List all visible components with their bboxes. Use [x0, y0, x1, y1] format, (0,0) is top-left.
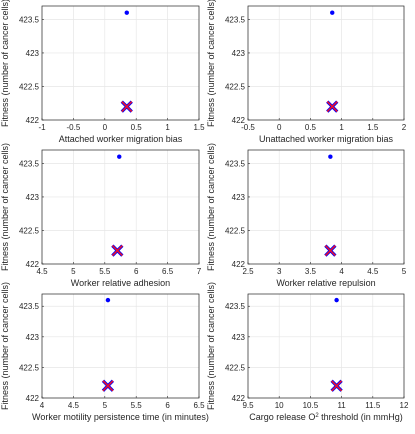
x-tick-label: 4.5 — [367, 267, 379, 276]
x-tick-label: 6.5 — [162, 267, 174, 276]
y-tick-label: 422.5 — [225, 363, 246, 372]
x-tick-label: -0.5 — [241, 123, 255, 132]
x-tick-label: 4 — [40, 401, 45, 410]
y-tick-label: 423 — [232, 333, 246, 342]
y-tick-label: 423 — [26, 193, 40, 202]
axes-frame — [247, 5, 405, 121]
x-tick-label: 1.5 — [367, 123, 379, 132]
y-axis-label: Fitness (number of cancer cells) — [0, 282, 10, 410]
y-tick-label: 423.5 — [225, 302, 246, 311]
y-tick-label: 423 — [232, 49, 246, 58]
y-axis-label: Fitness (number of cancer cells) — [206, 143, 216, 271]
y-tick-label: 423.5 — [225, 15, 246, 24]
x-tick-label: 4.5 — [68, 401, 80, 410]
x-tick-label: 5.5 — [131, 401, 143, 410]
x-tick-label: -1 — [38, 123, 46, 132]
y-tick-label: 422.5 — [19, 363, 40, 372]
x-tick-label: 6.5 — [193, 401, 205, 410]
y-tick-label: 422.5 — [225, 226, 246, 235]
y-tick-label: 423.5 — [19, 15, 40, 24]
panel-5: 4 4.5 5 5.5 6 6.5 422 422.5 423 423.5 Worker motil… — [0, 282, 209, 422]
x-axis-label: Cargo release O2 threshold (in mmHg) — [249, 412, 402, 422]
axes-frame — [41, 293, 200, 399]
y-tick-label: 422 — [26, 116, 40, 125]
y-tick-label: 423 — [232, 193, 246, 202]
y-tick-label: 423 — [26, 49, 40, 58]
data-point-dot — [330, 10, 335, 15]
data-point-dot — [117, 154, 122, 159]
y-axis-label: Fitness (number of cancer cells) — [206, 0, 216, 127]
axes-frame — [41, 5, 200, 121]
x-tick-label: 2 — [402, 123, 407, 132]
y-axis-label: Fitness (number of cancer cells) — [206, 282, 216, 410]
x-tick-label: 10.5 — [303, 401, 319, 410]
y-axis-label: Fitness (number of cancer cells) — [0, 0, 10, 127]
x-tick-label: 1 — [339, 123, 344, 132]
x-tick-label: 3.5 — [305, 267, 317, 276]
axes-frame — [41, 149, 200, 265]
x-tick-label: 0.5 — [305, 123, 317, 132]
y-tick-label: 423.5 — [19, 302, 40, 311]
y-tick-label: 422.5 — [225, 82, 246, 91]
x-tick-label: -0.5 — [67, 123, 81, 132]
y-tick-label: 422 — [232, 260, 246, 269]
axes-frame — [247, 149, 405, 265]
x-tick-label: 3 — [277, 267, 282, 276]
x-axis-label: Attached worker migration bias — [59, 134, 183, 144]
y-axis-label: Fitness (number of cancer cells) — [0, 143, 10, 271]
data-point-dot — [334, 297, 339, 303]
y-tick-label: 422 — [26, 394, 40, 403]
x-tick-label: 5.5 — [99, 267, 111, 276]
panel-3: 4.5 5 5.5 6 6.5 7 422 422.5 423 423.5 Worker relat… — [0, 143, 202, 288]
x-tick-label: 7 — [197, 267, 202, 276]
x-tick-label: 0.5 — [131, 123, 143, 132]
x-tick-label: 1 — [165, 123, 170, 132]
x-tick-label: 6 — [165, 401, 170, 410]
panel-2: -0.5 0 0.5 1 1.5 2 422 422.5 423 423.5 Unattached … — [206, 0, 407, 144]
data-point-x-marker — [326, 100, 339, 113]
data-point-x-marker — [324, 244, 337, 257]
y-tick-label: 423.5 — [19, 159, 40, 168]
data-point-x-marker — [101, 379, 115, 392]
x-axis-label: Worker motility persistence time (in min… — [32, 412, 209, 422]
data-point-dot — [328, 154, 333, 159]
x-tick-label: 0 — [103, 123, 108, 132]
panel-1: -1 -0.5 0 0.5 1 1.5 422 422.5 423 423.5 Attached w… — [0, 0, 205, 144]
x-tick-label: 6 — [134, 267, 139, 276]
y-tick-label: 422.5 — [19, 226, 40, 235]
y-tick-label: 422 — [232, 394, 246, 403]
y-tick-label: 422 — [232, 116, 246, 125]
x-tick-label: 11 — [337, 401, 346, 410]
x-tick-label: 0 — [277, 123, 282, 132]
x-tick-label: 5 — [402, 267, 407, 276]
data-point-x-marker — [330, 379, 343, 392]
data-point-x-marker — [120, 100, 133, 113]
panel-4: 2.5 3 3.5 4 4.5 5 422 422.5 423 423.5 Worker relat… — [206, 143, 407, 288]
panel-6: 9.5 10 10.5 11 11.5 12 422 422.5 423 423.5 Cargo r… — [206, 282, 409, 422]
x-tick-label: 4.5 — [36, 267, 48, 276]
x-tick-label: 12 — [400, 401, 409, 410]
data-point-x-marker — [111, 244, 124, 257]
y-tick-label: 423.5 — [225, 159, 246, 168]
x-tick-label: 4 — [339, 267, 344, 276]
data-point-dot — [124, 10, 129, 15]
x-tick-label: 1.5 — [193, 123, 205, 132]
y-tick-label: 422.5 — [19, 82, 40, 91]
x-axis-label: Worker relative adhesion — [71, 278, 170, 288]
x-tick-label: 5 — [71, 267, 76, 276]
axes-frame — [247, 293, 405, 399]
x-tick-label: 11.5 — [365, 401, 381, 410]
y-tick-label: 423 — [26, 333, 40, 342]
x-tick-label: 2.5 — [242, 267, 254, 276]
data-point-dot — [105, 297, 111, 303]
y-tick-label: 422 — [26, 260, 40, 269]
x-tick-label: 10 — [275, 401, 284, 410]
x-tick-label: 5 — [103, 401, 108, 410]
x-tick-label: 9.5 — [242, 401, 254, 410]
x-axis-label: Worker relative repulsion — [276, 278, 375, 288]
x-axis-label: Unattached worker migration bias — [259, 134, 394, 144]
